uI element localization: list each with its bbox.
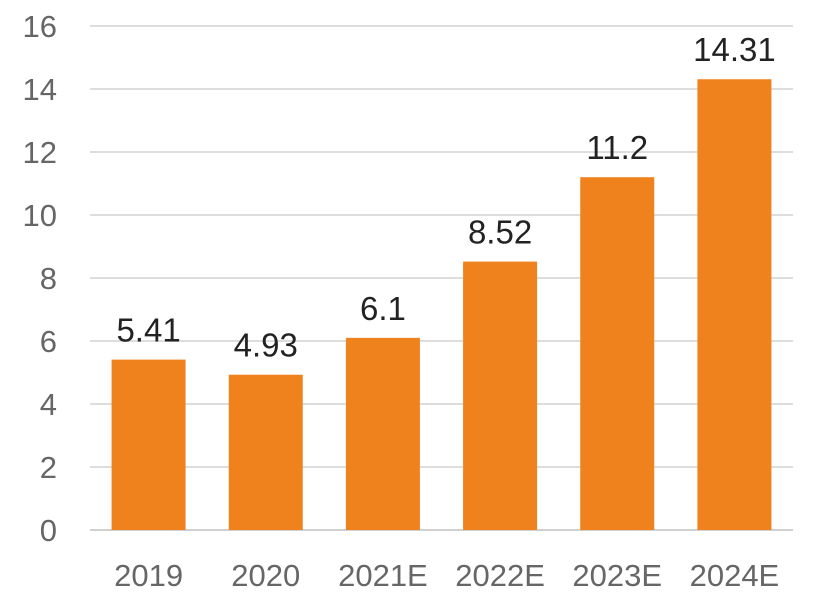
bar-2022E	[463, 261, 538, 530]
y-tick-label: 0	[40, 513, 57, 548]
y-tick-label: 8	[40, 261, 57, 296]
x-axis-tick-labels: 2019 2020 2021E 2022E 2023E 2024E	[114, 558, 779, 593]
data-label-2021E: 6.1	[360, 290, 406, 327]
y-tick-label: 4	[40, 387, 57, 422]
bar-2024E	[697, 79, 772, 531]
data-label-2023E: 11.2	[586, 129, 648, 166]
x-tick-label-2020: 2020	[231, 558, 300, 593]
y-tick-label: 2	[40, 450, 57, 485]
y-tick-label: 14	[23, 72, 57, 107]
bar-2021E	[345, 337, 420, 530]
y-tick-label: 6	[40, 324, 57, 359]
x-tick-label-2022E: 2022E	[455, 558, 545, 593]
y-axis-tick-labels: 0 2 4 6 8 10 12 14 16	[23, 9, 57, 548]
x-tick-label-2024E: 2024E	[690, 558, 780, 593]
y-tick-label: 16	[23, 9, 57, 44]
y-tick-label: 12	[23, 135, 57, 170]
data-label-2022E: 8.52	[468, 214, 532, 251]
x-tick-label-2021E: 2021E	[338, 558, 428, 593]
x-tick-label-2023E: 2023E	[572, 558, 662, 593]
data-labels: 5.41 4.93 6.1 8.52 11.2 14.31	[116, 31, 775, 363]
data-label-2019: 5.41	[116, 312, 180, 349]
bar-2023E	[580, 177, 655, 530]
y-tick-label: 10	[23, 198, 57, 233]
data-label-2020: 4.93	[234, 327, 298, 364]
bars	[111, 79, 772, 531]
data-label-2024E: 14.31	[693, 31, 776, 68]
gridlines	[90, 25, 793, 531]
bar-2020	[228, 374, 303, 530]
bar-2019	[111, 359, 186, 530]
x-tick-label-2019: 2019	[114, 558, 183, 593]
